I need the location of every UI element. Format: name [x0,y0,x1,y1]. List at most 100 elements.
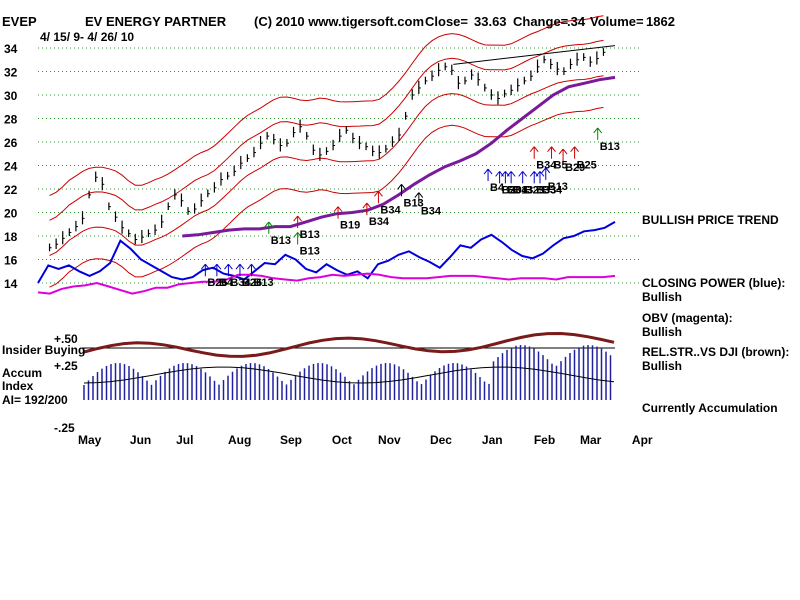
month-label: Dec [430,433,452,447]
moving-average-path [182,75,616,238]
signal-arrow [293,215,303,229]
y-tick-label: 28 [4,113,18,127]
close-value: 33.63 [474,14,507,29]
signal-arrow [506,171,516,184]
signal-label: B13 [300,245,320,257]
signal-arrow [212,263,222,277]
signal-arrow [293,232,303,245]
signal-arrow [483,168,493,182]
signal-arrow [500,171,510,184]
y-tick-label: 30 [4,89,18,103]
month-label: Aug [228,433,251,447]
ticker-symbol: EVEP [2,14,37,29]
y-tick-label: 34 [4,42,18,56]
moving-average-line [182,75,616,238]
signal-arrow [362,202,372,216]
signal-arrow [397,183,406,197]
price-axis-labels: 34 32 30 28 26 24 22 20 18 16 14 [4,42,18,291]
price-bars [48,48,606,252]
month-label: Feb [534,433,555,447]
closing-power-value: Bullish [642,290,683,304]
accum-label: Accum [2,366,43,380]
signal-label: B34 [380,204,401,216]
signal-label: B4 [219,277,234,289]
signal-label: B34 [507,184,528,196]
month-label: Sep [280,433,302,447]
upper-outer-band [49,15,604,197]
accum-index-panel: +.50 +.25 -.25 [54,331,615,435]
copyright-text: (C) 2010 www.tigersoft.com [254,14,424,29]
close-label: Close= [425,14,468,29]
relative-strength-path [83,331,615,358]
y-tick-label: 32 [4,66,18,80]
closing-power-path [37,221,616,284]
signal-arrow [518,171,528,184]
signal-label: B5 [554,160,568,172]
accum-tick-label: +.50 [54,332,78,346]
upper-inner-band [49,39,604,221]
company-name: EV ENERGY PARTNER [85,14,227,29]
signal-label: B33 [536,184,556,196]
accum-tick-label: +.25 [54,359,78,373]
signal-label: B34 [369,216,390,228]
date-range: 4/ 15/ 9- 4/ 26/ 10 [40,30,135,44]
signal-arrow [224,263,233,277]
signal-label: B13 [548,181,568,193]
signal-arrow [570,146,580,159]
month-label: Jul [176,433,193,447]
accum-moving-average-path [83,366,615,384]
signal-arrow [264,221,274,234]
bollinger-bands [49,15,616,288]
obv-title: OBV (magenta): [642,311,733,325]
signal-label: B13 [600,141,620,153]
month-label: Apr [632,433,653,447]
signal-label: B34 [536,160,557,172]
signal-label: B34 [230,277,251,289]
accum-tick-label: -.25 [54,421,75,435]
signal-label: B34 [542,184,563,196]
relstr-value: Bullish [642,359,683,373]
y-tick-label: 20 [4,207,18,221]
resistance-trendline [453,45,616,65]
signal-arrow [529,171,539,184]
ai-score-label: AI= 192/200 [2,393,68,407]
volume-label: Volume= [590,14,644,29]
signal-label: B4 [490,182,505,194]
signal-arrow [558,148,568,162]
signal-label: B13 [271,235,291,247]
change-label: Change= [513,14,569,29]
signal-arrow [529,146,539,159]
y-tick-label: 18 [4,230,18,244]
month-label: Mar [580,433,602,447]
signal-arrow [541,167,551,180]
month-axis-labels: May Jun Jul Aug Sep Oct Nov Dec Jan Feb Mar Apr [78,433,653,447]
signal-label: B29 [525,184,545,196]
signal-label: B13 [300,229,320,241]
accumulation-status: Currently Accumulation [642,401,778,415]
signal-arrow [495,171,504,184]
closing-power-title: CLOSING POWER (blue): [642,276,786,290]
signal-label: B20 [502,184,522,196]
lower-inner-band [49,75,604,256]
relstr-title: REL.STR..VS DJI (brown): [642,345,790,359]
signal-label: B26 [207,277,227,289]
insider-buying-label: Insider Buying [2,343,86,357]
signal-label: B19 [340,220,360,232]
y-tick-label: 16 [4,254,18,268]
signal-label: B34 [421,206,442,218]
obv-path [37,272,616,295]
y-tick-label: 22 [4,183,18,197]
y-tick-label: 26 [4,136,18,150]
signal-label: B13 [513,184,533,196]
signal-arrow [374,191,383,204]
obv-value: Bullish [642,325,683,339]
signal-label: B25 [577,160,597,172]
lower-outer-band [49,106,604,288]
month-label: May [78,433,102,447]
y-tick-label: 24 [4,160,18,174]
month-label: Jan [482,433,503,447]
signal-arrow [200,263,210,277]
signal-label: B13 [253,277,273,289]
obv-line [37,272,616,295]
